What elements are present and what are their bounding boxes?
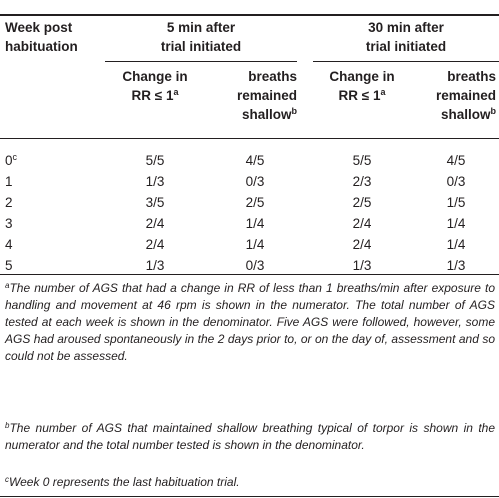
- table-row: 2 3/5 2/5 2/5 1/5: [0, 193, 499, 212]
- change-rr-text: RR ≤ 1: [131, 88, 174, 103]
- group-30min-line1: 30 min after: [368, 20, 444, 35]
- header-bottom-rule: [0, 138, 499, 139]
- table-row: 3 2/4 1/4 2/4 1/4: [0, 214, 499, 233]
- breaths-shallow-5min-cell: 1/4: [245, 237, 265, 252]
- footnote-c-mark: c: [5, 475, 9, 484]
- change-rr-5min-cell: 2/4: [145, 216, 165, 231]
- week-value: 2: [5, 195, 13, 210]
- subheader-breaths-shallow-5min: breaths remained shallowb: [205, 67, 297, 124]
- group-5min-line2: trial initiated: [160, 39, 242, 54]
- breaths-line1: breaths: [248, 69, 297, 84]
- breaths-shallow-30min-cell: 0/3: [446, 174, 466, 189]
- group2-underline: [313, 61, 499, 62]
- footnote-a-mark: a: [5, 281, 10, 290]
- week-value: 1: [5, 174, 13, 189]
- breaths-line2: remained: [435, 88, 496, 103]
- footnote-c: cWeek 0 represents the last habituation …: [5, 474, 495, 491]
- change-rr-5min-cell: 1/3: [145, 174, 165, 189]
- change-rr-line1: Change in: [329, 69, 395, 84]
- table-row: 0c 5/5 4/5 5/5 4/5: [0, 151, 499, 170]
- week-cell: 5: [5, 256, 13, 275]
- breaths-line3: shallowb: [205, 105, 297, 124]
- table-row: 1 1/3 0/3 2/3 0/3: [0, 172, 499, 191]
- week-cell: 3: [5, 214, 13, 233]
- group-30min-header: 30 min after trial initiated: [313, 18, 499, 56]
- change-rr-line2: RR ≤ 1a: [313, 86, 411, 105]
- week-header-line1: Week post: [5, 20, 73, 35]
- table-bottom-rule: [0, 274, 499, 275]
- change-rr-line1: Change in: [122, 69, 188, 84]
- subheader-change-rr-5min: Change in RR ≤ 1a: [105, 67, 205, 105]
- group-5min-line1: 5 min after: [166, 20, 236, 35]
- footnote-b: bThe number of AGS that maintained shall…: [5, 420, 495, 454]
- breaths-shallow-30min-cell: 4/5: [446, 153, 466, 168]
- subheader-change-rr-30min: Change in RR ≤ 1a: [313, 67, 411, 105]
- week-cell: 2: [5, 193, 13, 212]
- breaths-shallow-30min-cell: 1/4: [446, 216, 466, 231]
- change-rr-30min-cell: 2/3: [352, 174, 372, 189]
- table-row: 4 2/4 1/4 2/4 1/4: [0, 235, 499, 254]
- group-30min-line2: trial initiated: [365, 39, 447, 54]
- change-rr-30min-cell: 2/4: [352, 237, 372, 252]
- change-rr-30min-cell: 2/4: [352, 216, 372, 231]
- footnote-a-text: The number of AGS that had a change in R…: [5, 281, 495, 364]
- table-end-rule: [0, 496, 499, 497]
- footnote-a: aThe number of AGS that had a change in …: [5, 280, 495, 365]
- breaths-shallow-5min-cell: 0/3: [245, 174, 265, 189]
- change-rr-30min-cell: 2/5: [352, 195, 372, 210]
- subheader-breaths-shallow-30min: breaths remained shallowb: [411, 67, 496, 124]
- breaths-shallow-5min-cell: 2/5: [245, 195, 265, 210]
- breaths-shallow-30min-cell: 1/5: [446, 195, 466, 210]
- week-cell: 1: [5, 172, 13, 191]
- breaths-line2: remained: [236, 88, 297, 103]
- week-value: 0: [5, 153, 13, 168]
- breaths-shallow-30min-cell: 1/3: [446, 258, 466, 273]
- breaths-shallow-5min-cell: 4/5: [245, 153, 265, 168]
- change-rr-5min-cell: 5/5: [145, 153, 165, 168]
- breaths-shallow-5min-cell: 0/3: [245, 258, 265, 273]
- change-rr-text: RR ≤ 1: [338, 88, 381, 103]
- footnote-mark-b: b: [291, 106, 298, 116]
- breaths-shallow-text: shallow: [440, 107, 491, 122]
- week-value: 3: [5, 216, 13, 231]
- breaths-line1: breaths: [447, 69, 496, 84]
- change-rr-30min-cell: 1/3: [352, 258, 372, 273]
- footnote-mark-b: b: [490, 106, 497, 116]
- footnote-mark-c: c: [12, 152, 18, 162]
- breaths-shallow-text: shallow: [241, 107, 292, 122]
- week-cell: 4: [5, 235, 13, 254]
- footnote-mark-a: a: [380, 87, 386, 97]
- change-rr-30min-cell: 5/5: [352, 153, 372, 168]
- week-value: 5: [5, 258, 13, 273]
- footnote-b-text: The number of AGS that maintained shallo…: [5, 421, 495, 453]
- breaths-shallow-30min-cell: 1/4: [446, 237, 466, 252]
- change-rr-line2: RR ≤ 1a: [105, 86, 205, 105]
- table-row: 5 1/3 0/3 1/3 1/3: [0, 256, 499, 275]
- footnote-b-mark: b: [5, 421, 10, 430]
- breaths-shallow-5min-cell: 1/4: [245, 216, 265, 231]
- change-rr-5min-cell: 1/3: [145, 258, 165, 273]
- week-value: 4: [5, 237, 13, 252]
- breaths-line3: shallowb: [411, 105, 496, 124]
- group-5min-header: 5 min after trial initiated: [105, 18, 297, 56]
- footnote-mark-a: a: [173, 87, 179, 97]
- change-rr-5min-cell: 3/5: [145, 195, 165, 210]
- week-header-line2: habituation: [5, 39, 78, 54]
- table-top-rule: [0, 14, 499, 16]
- group1-underline: [105, 61, 297, 62]
- change-rr-5min-cell: 2/4: [145, 237, 165, 252]
- week-header: Week post habituation: [5, 18, 78, 56]
- footnote-c-text: Week 0 represents the last habituation t…: [9, 475, 240, 489]
- week-cell: 0c: [5, 151, 17, 170]
